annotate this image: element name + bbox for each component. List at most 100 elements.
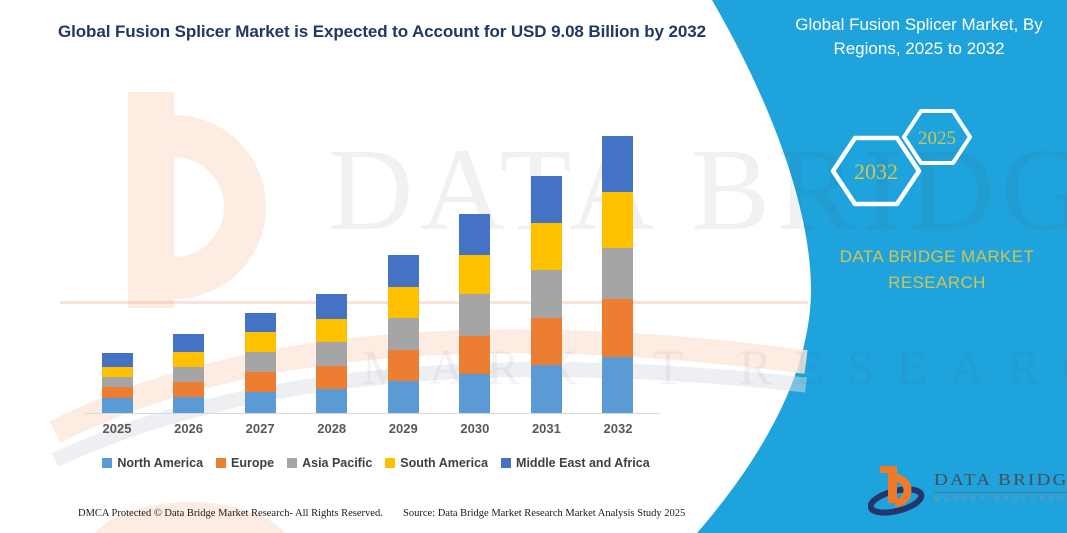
- legend-item-south-america: South America: [385, 456, 488, 470]
- x-axis-label-2028: 2028: [317, 421, 347, 436]
- footer-source: Source: Data Bridge Market Research Mark…: [403, 508, 686, 519]
- bar-2031: [530, 175, 562, 413]
- bar-segment-south-america: [244, 332, 276, 352]
- bar-segment-middle-east-and-africa: [387, 255, 419, 288]
- legend-swatch: [385, 458, 396, 468]
- company-logo-subtitle: MARKET RESEARCH: [934, 496, 1067, 503]
- bar-segment-asia-pacific: [387, 317, 419, 351]
- logo-watermark-stem: [128, 92, 174, 308]
- hexagon-2032: [830, 135, 922, 207]
- bar-segment-asia-pacific: [244, 351, 276, 372]
- legend-swatch: [102, 458, 113, 468]
- legend-swatch: [287, 458, 298, 468]
- bar-segment-north-america: [101, 397, 133, 413]
- footer-copyright: DMCA Protected © Data Bridge Market Rese…: [78, 508, 383, 519]
- bar-2028: [316, 293, 348, 413]
- company-logo-name: DATA BRIDGE: [934, 470, 1067, 493]
- hexagon-2032-label: 2032: [854, 159, 898, 184]
- logo-b-stem: [888, 466, 897, 503]
- plot-area: [85, 118, 660, 414]
- x-axis-label-2029: 2029: [388, 421, 418, 436]
- bar-segment-north-america: [316, 388, 348, 413]
- bar-segment-south-america: [173, 352, 205, 368]
- bar-segment-middle-east-and-africa: [459, 213, 491, 255]
- bar-segment-south-america: [101, 366, 133, 377]
- x-axis-label-2026: 2026: [174, 421, 204, 436]
- bar-segment-south-america: [387, 287, 419, 318]
- bar-segment-europe: [316, 366, 348, 389]
- legend-item-north-america: North America: [102, 456, 203, 470]
- bar-2025: [101, 352, 133, 413]
- legend-swatch: [216, 458, 227, 468]
- company-logo-words: DATA BRIDGE MARKET RESEARCH: [934, 470, 1067, 503]
- bar-2030: [459, 213, 491, 413]
- legend-item-middle-east-and-africa: Middle East and Africa: [501, 456, 650, 470]
- bar-segment-europe: [602, 298, 634, 358]
- bar-segment-asia-pacific: [316, 341, 348, 367]
- company-logo: DATA BRIDGE MARKET RESEARCH: [868, 460, 1067, 516]
- banner-brand-text: DATA BRIDGE MARKET RESEARCH: [839, 247, 1035, 293]
- legend-item-europe: Europe: [216, 456, 274, 470]
- x-axis-label-2032: 2032: [603, 421, 633, 436]
- bar-2027: [244, 313, 276, 413]
- x-axis-label-2030: 2030: [460, 421, 490, 436]
- bar-segment-europe: [173, 381, 205, 397]
- bar-segment-europe: [387, 350, 419, 381]
- bar-segment-south-america: [459, 254, 491, 294]
- bar-segment-north-america: [459, 374, 491, 413]
- bar-segment-south-america: [602, 192, 634, 249]
- bar-segment-north-america: [530, 365, 562, 413]
- bar-segment-europe: [244, 371, 276, 392]
- legend-item-asia-pacific: Asia Pacific: [287, 456, 372, 470]
- logo-watermark-bowl: [174, 115, 266, 299]
- bar-segment-north-america: [387, 381, 419, 413]
- bar-segment-middle-east-and-africa: [173, 333, 205, 353]
- hexagon-2025-label: 2025: [918, 128, 956, 149]
- bar-segment-middle-east-and-africa: [530, 175, 562, 223]
- chart-title: Global Fusion Splicer Market is Expected…: [58, 22, 706, 41]
- legend-label: Europe: [231, 456, 275, 470]
- bar-segment-europe: [459, 335, 491, 374]
- legend-swatch: [501, 458, 512, 468]
- bar-segment-middle-east-and-africa: [244, 313, 276, 333]
- banner-diagonal: [697, 0, 1067, 533]
- logo-watermark-swoosh-gray: [51, 361, 807, 467]
- bar-segment-north-america: [244, 392, 276, 413]
- logo-watermark-tail: [95, 502, 285, 533]
- logo-watermark-line: [60, 301, 808, 304]
- bar-segment-asia-pacific: [530, 269, 562, 318]
- legend-label: North America: [117, 456, 204, 470]
- bar-segment-europe: [530, 317, 562, 366]
- bar-segment-middle-east-and-africa: [316, 293, 348, 319]
- bar-segment-north-america: [602, 357, 634, 413]
- legend-label: Asia Pacific: [302, 456, 373, 470]
- bar-segment-south-america: [316, 318, 348, 342]
- bar-segment-europe: [101, 387, 133, 398]
- hexagon-2025: [902, 109, 972, 165]
- legend-label: South America: [400, 456, 489, 470]
- banner-title: Global Fusion Splicer Market, By Regions…: [795, 15, 1043, 58]
- logo-watermark-swoosh-peach: [49, 329, 808, 443]
- x-axis-label-2025: 2025: [102, 421, 132, 436]
- bar-segment-south-america: [530, 222, 562, 270]
- bar-segment-asia-pacific: [602, 248, 634, 299]
- bar-segment-middle-east-and-africa: [602, 136, 634, 193]
- bar-segment-asia-pacific: [101, 376, 133, 388]
- legend-label: Middle East and Africa: [516, 456, 650, 470]
- watermark-text-line1: DATA BRIDGE: [328, 124, 1067, 255]
- x-axis-label-2031: 2031: [531, 421, 561, 436]
- bar-segment-middle-east-and-africa: [101, 352, 133, 367]
- bar-segment-asia-pacific: [459, 293, 491, 336]
- logo-b-bowl: [894, 474, 912, 507]
- bar-2029: [387, 255, 419, 413]
- legend: North America Europe Asia Pacific South Ame…: [85, 456, 667, 470]
- company-logo-mark: [868, 466, 925, 516]
- bar-2032: [602, 136, 634, 413]
- bar-segment-north-america: [173, 396, 205, 413]
- bar-segment-asia-pacific: [173, 367, 205, 382]
- x-axis-label-2027: 2027: [245, 421, 275, 436]
